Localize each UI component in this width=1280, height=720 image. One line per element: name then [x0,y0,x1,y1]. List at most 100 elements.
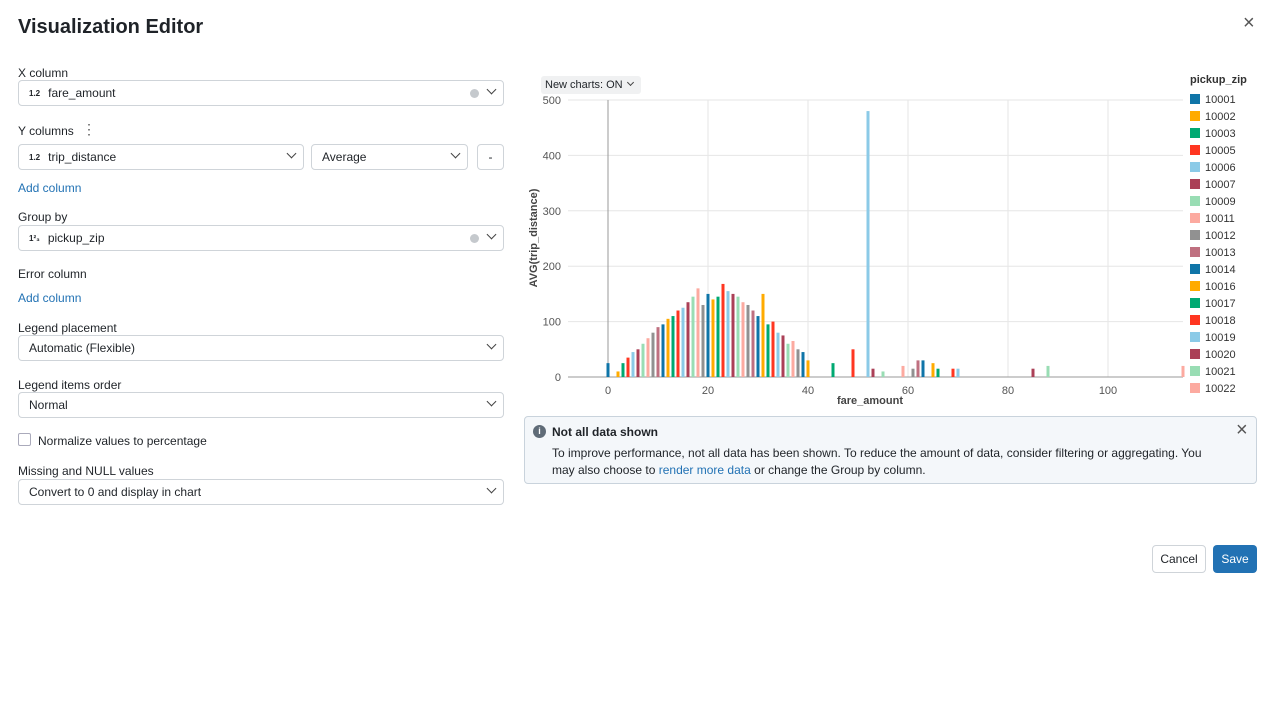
legend-swatch [1190,366,1200,376]
x-tick-label: 0 [605,385,611,397]
bar [936,368,940,377]
bar [921,360,925,377]
legend-title: pickup_zip [1190,74,1247,86]
bar [796,349,800,377]
bar [1181,365,1185,377]
cancel-button[interactable]: Cancel [1152,545,1206,573]
x-column-select[interactable]: 1.2 fare_amount [18,80,504,106]
select-value: pickup_zip [47,231,105,245]
bar [751,310,755,377]
save-button[interactable]: Save [1213,545,1257,573]
y-column-select[interactable]: 1.2 trip_distance [18,144,304,170]
notice-text: To improve performance, not all data has… [552,445,1202,479]
bar [686,302,690,377]
bar [721,283,725,377]
bar [706,293,710,377]
bar [691,296,695,377]
legend-label: 10020 [1205,349,1236,361]
type-icon: 1.2 [29,88,41,98]
bar [736,296,740,377]
bar [696,288,700,377]
bar [661,324,665,377]
legend-label: 10014 [1205,264,1236,276]
legend-swatch [1190,230,1200,240]
field-label: X column [18,66,69,80]
x-axis-label: fare_amount [837,395,903,407]
dialog-title: Visualization Editor [18,16,204,38]
legend-swatch [1190,315,1200,325]
bar [931,363,935,377]
charts-toggle[interactable]: New charts: ON [541,76,641,94]
legend-swatch [1190,281,1200,291]
legend-swatch [1190,179,1200,189]
legend-label: 10006 [1205,162,1236,174]
field-label: Legend placement [18,321,117,335]
y-tick-label: 300 [543,206,561,218]
bar [911,368,915,377]
bar [621,363,625,377]
notice-body: or change the Group by column. [754,463,926,477]
field-label: Error column [18,267,87,281]
bar [871,368,875,377]
select-value: fare_amount [48,86,116,100]
legend-swatch [1190,145,1200,155]
close-button[interactable]: × [1243,12,1255,34]
y-tick-label: 100 [543,317,561,329]
bar [676,310,680,377]
legend-order-select[interactable]: Normal [18,392,504,418]
legend-label: 10002 [1205,111,1236,123]
bar [711,299,715,377]
remove-button[interactable]: - [477,144,504,170]
legend-swatch [1190,111,1200,121]
select-value: Convert to 0 and display in chart [29,485,202,499]
y-tick-label: 0 [555,372,561,384]
legend-label: 10017 [1205,298,1236,310]
add-column-link[interactable]: Add column [18,181,82,195]
select-value: Normal [29,398,68,412]
field-label: Missing and NULL values [18,464,154,478]
bar [831,363,835,377]
bar [726,291,730,377]
checkbox-label: Normalize values to percentage [38,434,207,448]
notice-close[interactable]: × [1236,419,1248,441]
bar [786,343,790,377]
aggregation-select[interactable]: Average [311,144,468,170]
bar [1031,368,1035,377]
legend-label: 10013 [1205,247,1236,259]
bar [916,360,920,377]
bar [701,304,705,377]
bar [641,343,645,377]
bar [866,111,870,377]
bar [626,357,630,377]
toggle-label: New charts: ON [545,79,623,91]
legend-swatch [1190,332,1200,342]
notice-title: Not all data shown [552,425,659,439]
bar [651,332,655,377]
legend-swatch [1190,213,1200,223]
menu-button[interactable]: ⋮ [82,121,96,137]
bar [901,365,905,377]
legend-label: 10003 [1205,128,1236,140]
legend-label: 10021 [1205,366,1236,378]
notice-banner: i Not all data shown To improve performa… [524,416,1257,484]
missing-values-select[interactable]: Convert to 0 and display in chart [18,479,504,505]
group-by-select[interactable]: 1²₃ pickup_zip [18,225,504,251]
y-tick-label: 400 [543,150,561,162]
bar [791,340,795,377]
render-more-link[interactable]: render more data [658,463,751,477]
select-value: Automatic (Flexible) [29,341,136,355]
x-tick-label: 80 [1002,385,1014,397]
legend-label: 10001 [1205,94,1236,106]
checkbox[interactable] [18,433,31,446]
legend-swatch [1190,298,1200,308]
y-tick-label: 500 [543,95,561,107]
legend-label: 10012 [1205,230,1236,242]
type-icon: 1²₃ [29,233,40,243]
legend-placement-select[interactable]: Automatic (Flexible) [18,335,504,361]
add-column-link[interactable]: Add column [18,291,82,305]
legend-swatch [1190,128,1200,138]
select-value: trip_distance [48,150,117,164]
bar [761,293,765,377]
notice-body: To improve performance, not all data has… [552,446,1202,477]
